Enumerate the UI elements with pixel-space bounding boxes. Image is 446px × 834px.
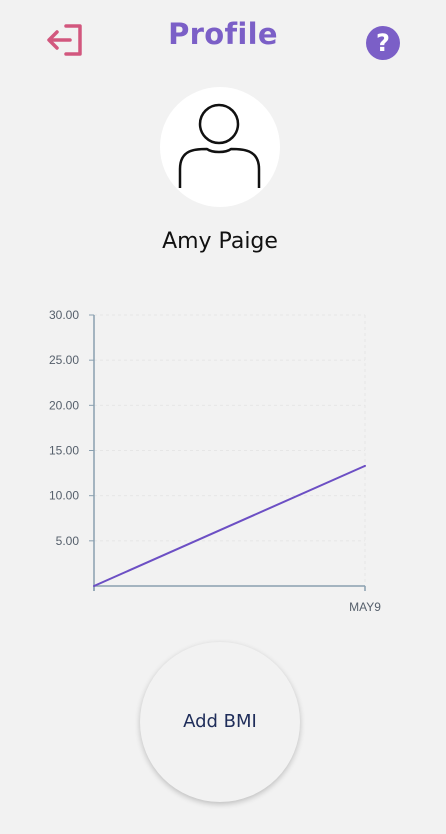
logout-button[interactable] [44,22,84,58]
y-tick-label: 10.00 [49,489,79,503]
y-tick-label: 30.00 [49,308,79,322]
y-tick-label: 20.00 [49,398,79,412]
data-point [93,585,95,587]
logout-icon [47,24,82,56]
y-tick-label: 5.00 [56,534,80,548]
chart-axes [93,315,365,591]
header: Profile ? [0,0,446,80]
add-bmi-button[interactable]: Add BMI [140,642,300,802]
chart-grid [94,314,366,586]
series-line [93,464,366,587]
chart-ticks: 5.00 10.00 15.00 20.00 25.00 30.00 MAY9 [49,308,381,614]
chart-series [93,464,366,587]
help-button[interactable]: ? [366,26,400,60]
help-icon: ? [376,29,390,57]
data-point [364,464,366,467]
x-tick-label: MAY9 [349,600,381,614]
user-avatar-icon [178,103,261,188]
bmi-chart-svg: 5.00 10.00 15.00 20.00 25.00 30.00 MAY9 [49,308,381,614]
avatar [160,87,280,207]
y-tick-label: 15.00 [49,444,79,458]
y-tick-label: 25.00 [49,353,79,367]
user-name: Amy Paige [162,229,278,254]
bmi-chart: 5.00 10.00 15.00 20.00 25.00 30.00 MAY9 [0,300,446,630]
page-title: Profile [168,17,278,51]
